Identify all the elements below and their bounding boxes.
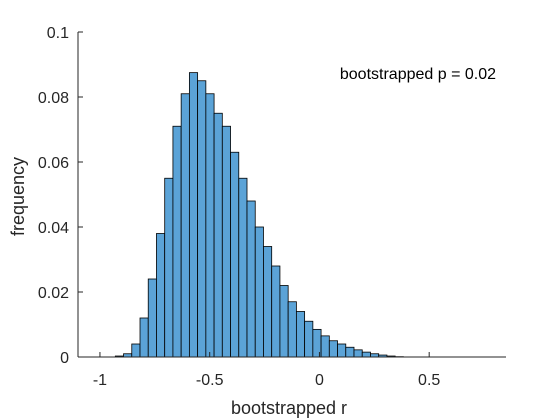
x-axis-title: bootstrapped r — [231, 398, 347, 418]
histogram-bar — [156, 233, 166, 358]
histogram-bar — [147, 278, 157, 358]
histogram-bar — [172, 125, 182, 358]
histogram-bar — [361, 351, 371, 358]
histogram-bar — [295, 311, 306, 358]
histogram-bar — [164, 177, 174, 358]
annotation-text: bootstrapped p = 0.02 — [340, 66, 496, 83]
histogram-bar — [213, 112, 223, 358]
y-tick-label: 0.08 — [38, 90, 69, 107]
histogram-bar — [337, 343, 347, 358]
histogram-bar — [230, 151, 240, 358]
histogram-bar — [254, 226, 264, 358]
histogram-bar — [180, 93, 190, 358]
histogram-bar — [246, 200, 256, 358]
y-tick-label: 0.1 — [47, 25, 69, 42]
x-tick-label: -0.5 — [196, 372, 224, 389]
histogram-bar — [320, 335, 330, 358]
y-tick-label: 0.06 — [38, 155, 69, 172]
histogram-bar — [279, 285, 289, 358]
x-tick-label: 0.5 — [418, 372, 440, 389]
histogram-bar — [345, 346, 355, 358]
axes-layer: 0 0.02 0.04 0.06 0.08 0.1 -1 -0.5 0 0.5 — [38, 25, 506, 389]
histogram-bar — [287, 301, 297, 358]
histogram-bar — [197, 80, 207, 358]
histogram-bar — [139, 317, 149, 358]
histogram-bar — [353, 349, 363, 358]
x-tick-label: -1 — [93, 372, 107, 389]
x-tick-label: 0 — [315, 372, 324, 389]
histogram-bar — [328, 340, 338, 358]
y-axis-title: frequency — [8, 157, 28, 236]
histogram-bar — [205, 93, 215, 358]
histogram-bar — [221, 125, 231, 358]
y-tick-label: 0.02 — [38, 285, 69, 302]
histogram-bar — [304, 320, 314, 358]
y-tick-label: 0.04 — [38, 220, 69, 237]
histogram-bar — [131, 343, 141, 358]
histogram-bar — [271, 265, 281, 358]
bars-layer — [114, 72, 404, 358]
histogram-bar — [188, 72, 199, 358]
histogram-bar — [238, 177, 248, 358]
histogram-bar — [263, 246, 273, 358]
y-tick-label: 0 — [60, 350, 69, 367]
